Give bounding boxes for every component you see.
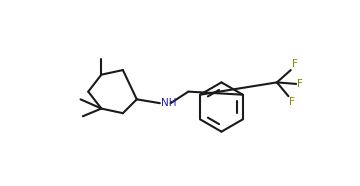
Text: F: F: [289, 97, 295, 107]
Text: F: F: [292, 59, 297, 69]
Text: F: F: [297, 79, 303, 89]
Text: NH: NH: [161, 98, 176, 108]
